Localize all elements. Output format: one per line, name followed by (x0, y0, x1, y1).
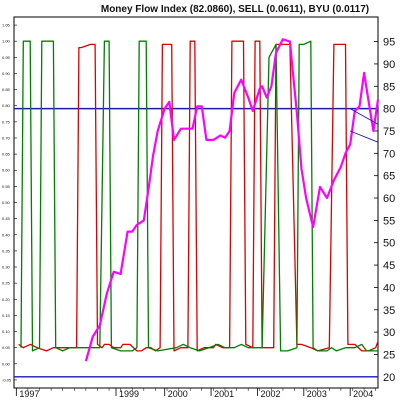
x-axis: 1997 1999 2000 2001 2002 2003 2004 (15, 388, 376, 399)
left-axis-tick-label: 0.05 (2, 345, 11, 350)
trendline-layer (349, 108, 379, 143)
right-axis-tick-label: 20 (383, 372, 395, 384)
left-axis-tick-label: 0.55 (2, 184, 11, 189)
left-axis-tick-label: 0.15 (2, 313, 11, 318)
x-axis-tick-label: 2000 (168, 389, 188, 399)
right-axis-tick-label: 95 (383, 37, 395, 49)
series-line (84, 38, 380, 362)
left-axis-tick-label: 0.70 (2, 135, 11, 140)
left-axis-tick-label: 0.95 (2, 55, 11, 60)
x-axis-tick-label: 1997 (19, 389, 39, 399)
left-axis-tick-label: 0.40 (2, 232, 11, 237)
series-layer (18, 38, 380, 362)
x-axis-tick-label: 1999 (119, 389, 139, 399)
series-line (20, 40, 378, 352)
left-axis-tick-label: 0.65 (2, 152, 11, 157)
x-axis-tick-label: 2003 (307, 389, 327, 399)
left-axis-tick-label: 0.85 (2, 87, 11, 92)
right-axis-tick-label: 50 (383, 238, 395, 250)
left-axis-tick-label: 0.90 (2, 71, 11, 76)
left-axis-tick-label: 0.60 (2, 168, 11, 173)
x-axis-tick-label: 2001 (214, 389, 234, 399)
left-axis-tick-label: 0.30 (2, 265, 11, 270)
left-axis-tick-label: 0.80 (2, 103, 11, 108)
right-axis-tick-label: 35 (383, 305, 395, 317)
left-axis-tick-label: 0.20 (2, 297, 11, 302)
left-axis-tick-label: 0.00 (2, 361, 11, 366)
left-axis-tick-label: 0.75 (2, 119, 11, 124)
right-axis-tick-label: 55 (383, 215, 395, 227)
right-axis: 20 25 30 35 40 45 50 55 60 65 70 75 80 85 90 95 (374, 37, 395, 384)
trendline (350, 130, 379, 143)
right-axis-tick-label: 65 (383, 171, 395, 183)
right-axis-tick-label: 25 (383, 349, 395, 361)
right-axis-tick-label: 85 (383, 81, 395, 93)
right-axis-tick-label: 45 (383, 260, 395, 272)
series-line (18, 40, 379, 352)
right-axis-tick-label: 75 (383, 126, 395, 138)
trendline (349, 108, 379, 125)
left-axis-tick-label: 0.50 (2, 200, 11, 205)
left-axis-tick-label: 0.45 (2, 216, 11, 221)
left-axis-tick-label: 0.35 (2, 248, 11, 253)
left-axis: -0.05 0.00 0.05 0.10 0.15 0.20 0.25 0.30 0.35 0.4… (2, 23, 17, 382)
left-axis-tick-label: 0.25 (2, 281, 11, 286)
right-axis-tick-label: 60 (383, 193, 395, 205)
left-axis-tick-label: 1.05 (2, 23, 11, 28)
left-axis-tick-label: 1.00 (2, 39, 11, 44)
right-axis-tick-label: 40 (383, 282, 395, 294)
x-axis-tick-label: 2004 (353, 389, 373, 399)
right-axis-tick-label: 80 (383, 104, 395, 116)
right-axis-tick-label: 90 (383, 59, 395, 71)
right-axis-tick-label: 70 (383, 148, 395, 160)
right-axis-tick-label: 30 (383, 327, 395, 339)
left-axis-tick-label: -0.05 (2, 377, 12, 382)
x-axis-tick-label: 2002 (260, 389, 280, 399)
chart-title: Money Flow Index (82.0860), SELL (0.0611… (101, 4, 369, 15)
left-axis-tick-label: 0.10 (2, 329, 11, 334)
